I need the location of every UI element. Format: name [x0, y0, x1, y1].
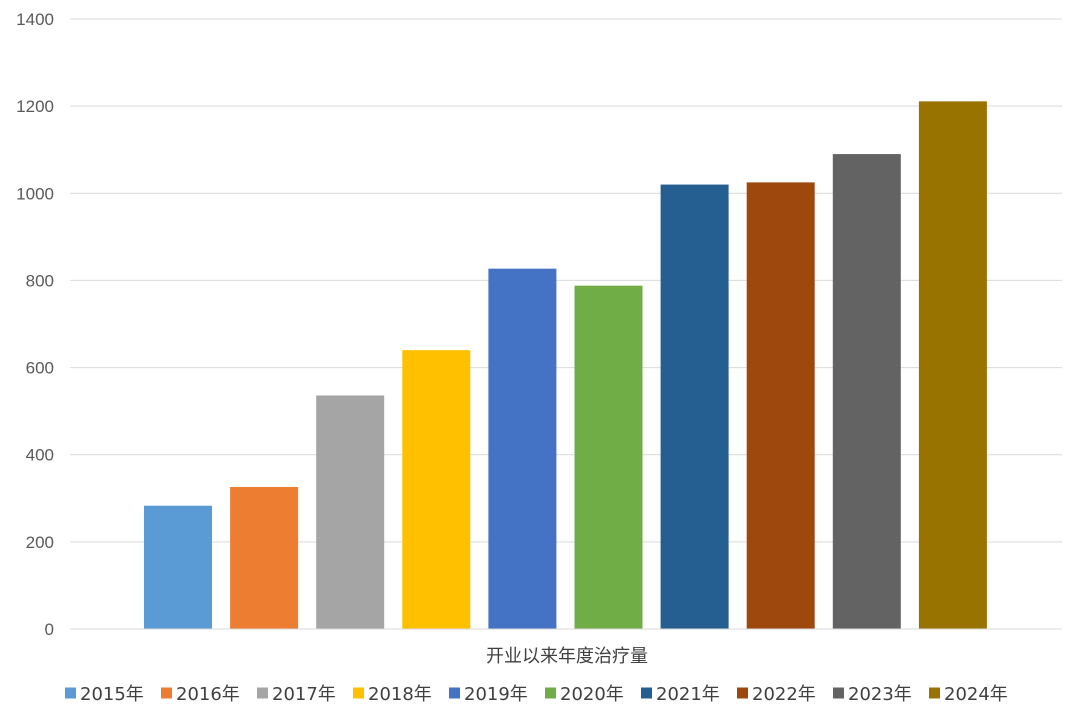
legend-label: 2019年	[464, 684, 528, 705]
legend-swatch	[353, 687, 364, 699]
legend-label: 2022年	[752, 684, 816, 705]
gridlines	[70, 18, 1062, 543]
y-tick-label: 1000	[16, 184, 54, 203]
legend-item: 2016年	[161, 684, 240, 705]
bar-2023年	[832, 154, 901, 630]
legend-swatch	[641, 687, 652, 699]
legend-label: 2024年	[944, 684, 1008, 705]
legend-label: 2017年	[272, 684, 336, 705]
bar-2021年	[660, 184, 729, 630]
category-label: 开业以来年度治疗量	[486, 646, 648, 667]
legend-item: 2018年	[353, 684, 432, 705]
legend-item: 2022年	[737, 684, 816, 705]
legend-item: 2023年	[833, 684, 912, 705]
legend-swatch	[161, 687, 172, 699]
legend-item: 2019年	[449, 684, 528, 705]
legend-swatch	[929, 687, 940, 699]
bar-2020年	[574, 285, 643, 629]
legend-swatch	[737, 687, 748, 699]
legend-label: 2018年	[368, 684, 432, 705]
bar-2018年	[402, 350, 471, 629]
x-axis: 开业以来年度治疗量	[70, 628, 1062, 667]
bars	[144, 101, 987, 630]
bar-2016年	[230, 486, 299, 629]
y-tick-label: 600	[26, 359, 54, 378]
bar-2024年	[918, 101, 987, 630]
legend-label: 2021年	[656, 684, 720, 705]
legend-item: 2015年	[65, 684, 144, 705]
legend-swatch	[257, 687, 268, 699]
legend-item: 2021年	[641, 684, 720, 705]
legend-swatch	[833, 687, 844, 699]
y-tick-label: 1400	[16, 10, 54, 29]
legend: 2015年 2016年 2017年 2018年 2019年 2020年 2021年 2022年…	[65, 684, 1008, 705]
legend-item: 2020年	[545, 684, 624, 705]
legend-swatch	[545, 687, 556, 699]
y-tick-label: 800	[26, 271, 54, 290]
legend-label: 2020年	[560, 684, 624, 705]
legend-item: 2017年	[257, 684, 336, 705]
bar-2015年	[144, 505, 212, 629]
y-tick-label: 400	[26, 446, 54, 465]
bar-2022年	[746, 182, 815, 629]
legend-swatch	[65, 687, 76, 699]
bar-2019年	[488, 268, 557, 629]
y-tick-label: 1200	[16, 97, 54, 116]
legend-label: 2016年	[176, 684, 240, 705]
bar-2017年	[316, 395, 385, 629]
y-tick-label: 0	[45, 620, 54, 639]
y-axis: 0 200 400 600 800 1000 1200 1400	[16, 10, 54, 639]
y-tick-label: 200	[26, 533, 54, 552]
legend-swatch	[449, 687, 460, 699]
legend-item: 2024年	[929, 684, 1008, 705]
legend-label: 2015年	[80, 684, 144, 705]
legend-label: 2023年	[848, 684, 912, 705]
